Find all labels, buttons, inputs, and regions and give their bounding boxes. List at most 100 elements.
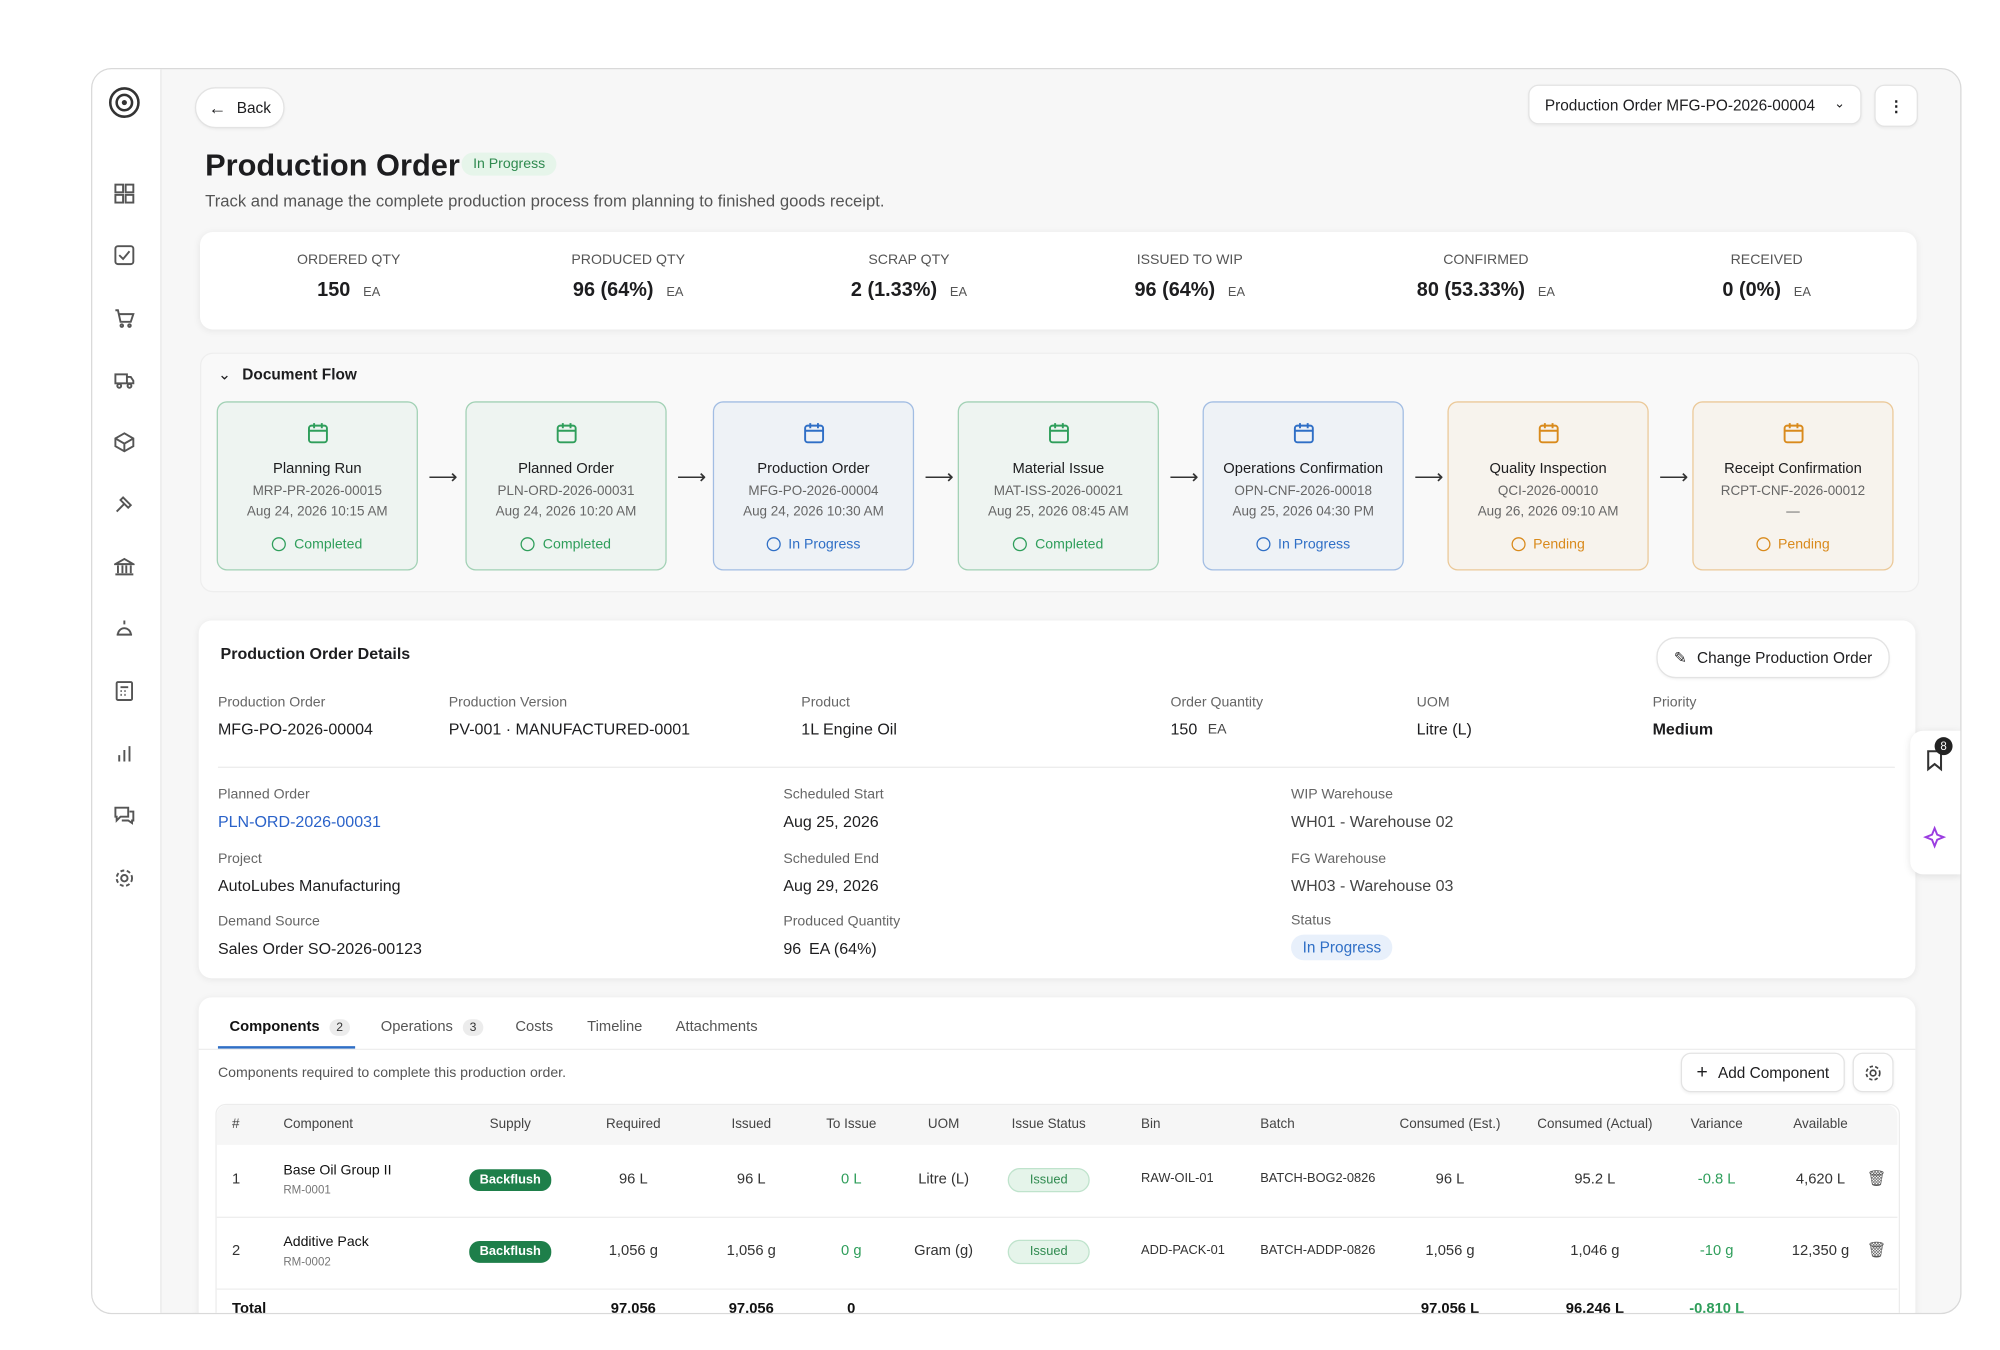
kpi-value: 80 (53.33%) bbox=[1416, 279, 1526, 302]
back-button[interactable]: ← Back bbox=[194, 87, 285, 129]
edit-icon: ✎ bbox=[1673, 648, 1687, 667]
nav-manufacturing[interactable] bbox=[114, 494, 135, 515]
plus-icon: + bbox=[1696, 1061, 1708, 1084]
nav-reports[interactable] bbox=[114, 744, 135, 765]
field-value: 150 bbox=[1170, 720, 1198, 739]
supply-badge: Backflush bbox=[469, 1241, 552, 1263]
order-selector[interactable]: Production Order MFG-PO-2026-00004 ⌄ bbox=[1528, 84, 1862, 125]
nav-shipping[interactable] bbox=[114, 369, 135, 390]
tab[interactable]: Attachments bbox=[676, 1019, 758, 1034]
flow-step[interactable]: Receipt Confirmation RCPT-CNF-2026-00012 —… bbox=[1692, 401, 1894, 571]
column-header: Component bbox=[283, 1116, 353, 1133]
flow-step[interactable]: Production Order MFG-PO-2026-00004 Aug 24,… bbox=[712, 401, 915, 571]
nav-accounting[interactable] bbox=[114, 681, 135, 702]
nav-finance[interactable] bbox=[114, 556, 135, 577]
status-icon bbox=[1256, 537, 1271, 552]
flow-step[interactable]: Planned Order PLN-ORD-2026-00031 Aug 24, 2… bbox=[465, 401, 667, 571]
more-button[interactable]: ⋮ bbox=[1874, 84, 1918, 127]
page-subtitle: Track and manage the complete production… bbox=[205, 191, 885, 211]
table-cell: BATCH-BOG2-0826 bbox=[1260, 1171, 1376, 1186]
step-date: Aug 24, 2026 10:30 AM bbox=[743, 503, 884, 520]
tab[interactable]: Components 2 bbox=[229, 1019, 350, 1036]
field-value: AutoLubes Manufacturing bbox=[217, 876, 401, 895]
step-status: In Progress bbox=[1278, 537, 1351, 553]
status-icon bbox=[272, 537, 287, 552]
table-settings-button[interactable] bbox=[1852, 1052, 1894, 1093]
kpi-label: CONFIRMED bbox=[1443, 252, 1529, 268]
flow-step[interactable]: Material Issue MAT-ISS-2026-00021 Aug 25, … bbox=[957, 401, 1159, 571]
logo[interactable] bbox=[108, 86, 141, 119]
step-status-row: Pending bbox=[1694, 537, 1893, 553]
kpi-value-row: 80 (53.33%) EA bbox=[1358, 279, 1614, 302]
change-order-button[interactable]: ✎ Change Production Order bbox=[1656, 637, 1890, 679]
page-status: In Progress bbox=[461, 152, 557, 176]
step-icon bbox=[1783, 423, 1804, 444]
kpi-value: 96 (64%) bbox=[572, 279, 654, 302]
nav-dashboard[interactable] bbox=[114, 183, 135, 204]
field-value: 96 bbox=[783, 939, 802, 958]
column-header: Issue Status bbox=[1011, 1116, 1086, 1133]
nav-inventory[interactable] bbox=[114, 432, 135, 453]
total-cell: Total bbox=[232, 1301, 267, 1315]
delete-button[interactable]: 🗑 bbox=[1866, 1241, 1887, 1259]
tab[interactable]: Costs bbox=[515, 1019, 553, 1034]
flow-step[interactable]: Operations Confirmation OPN-CNF-2026-0001… bbox=[1202, 401, 1404, 571]
step-title: Planned Order bbox=[518, 461, 614, 477]
collapse-icon[interactable]: ⌄ bbox=[217, 365, 231, 384]
field-label: FG Warehouse bbox=[1291, 851, 1387, 867]
app-window: ← Back Production Order MFG-PO-2026-00004… bbox=[91, 67, 1962, 1315]
field-unit: EA (64%) bbox=[808, 939, 877, 958]
step-date: Aug 25, 2026 08:45 AM bbox=[987, 503, 1129, 520]
row-divider bbox=[216, 1216, 1898, 1218]
kpi-label: RECEIVED bbox=[1730, 252, 1803, 268]
flow-arrow: ⟶ bbox=[1169, 466, 1199, 489]
tab[interactable]: Timeline bbox=[587, 1019, 642, 1034]
step-id: MFG-PO-2026-00004 bbox=[748, 483, 879, 499]
kpi-value-row: 0 (0%) EA bbox=[1638, 279, 1894, 302]
field-value: PV-001 · MANUFACTURED-0001 bbox=[448, 720, 691, 739]
table-cell: 1,056 g bbox=[726, 1243, 776, 1259]
status-icon bbox=[1756, 537, 1771, 552]
kpi-unit: EA bbox=[666, 285, 684, 300]
nav-purchasing[interactable] bbox=[114, 308, 135, 329]
ai-button[interactable] bbox=[1923, 825, 1947, 849]
flow-step[interactable]: Planning Run MRP-PR-2026-00015 Aug 24, 202… bbox=[216, 401, 418, 571]
field-value: Litre (L) bbox=[1416, 720, 1472, 739]
active-tab-underline bbox=[217, 1046, 356, 1049]
chevron: ⌄ bbox=[1834, 97, 1845, 112]
flow-arrow: ⟶ bbox=[1658, 466, 1689, 489]
nav-quality[interactable] bbox=[114, 618, 135, 639]
field-label: Scheduled Start bbox=[783, 787, 884, 803]
delete-button[interactable]: 🗑 bbox=[1866, 1169, 1887, 1188]
supply-badge: Backflush bbox=[469, 1169, 552, 1192]
table-cell: 96 L bbox=[618, 1171, 648, 1188]
step-status-row: In Progress bbox=[1204, 537, 1403, 553]
kpi-value: 150 bbox=[317, 279, 351, 302]
table-cell: 2 bbox=[232, 1243, 241, 1259]
nav-settings[interactable] bbox=[114, 868, 135, 889]
tab-count: 3 bbox=[463, 1019, 483, 1036]
nav-messages[interactable] bbox=[114, 805, 135, 826]
add-component-button[interactable]: + Add Component bbox=[1680, 1052, 1845, 1093]
step-id: QCI-2026-00010 bbox=[1497, 483, 1599, 499]
document-flow-card bbox=[199, 352, 1920, 593]
document-flow-title: Document Flow bbox=[242, 365, 357, 384]
component-code: RM-0002 bbox=[283, 1255, 331, 1268]
step-date: Aug 24, 2026 10:15 AM bbox=[246, 503, 388, 520]
step-id: PLN-ORD-2026-00031 bbox=[497, 483, 635, 499]
tab[interactable]: Operations 3 bbox=[381, 1019, 483, 1036]
tabs-divider bbox=[198, 1048, 1916, 1050]
tab-label: Operations bbox=[380, 1019, 453, 1035]
step-id: RCPT-CNF-2026-00012 bbox=[1720, 483, 1866, 499]
field-value: Aug 25, 2026 bbox=[783, 812, 879, 831]
kpi-label: PRODUCED QTY bbox=[571, 252, 686, 268]
step-date: Aug 25, 2026 04:30 PM bbox=[1232, 503, 1374, 520]
add-component-label: Add Component bbox=[1717, 1063, 1830, 1082]
field-link[interactable]: PLN-ORD-2026-00031 bbox=[217, 812, 381, 831]
step-date: Aug 26, 2026 09:10 AM bbox=[1477, 503, 1619, 520]
nav-tasks[interactable] bbox=[114, 245, 135, 266]
tab-description: Components required to complete this pro… bbox=[217, 1065, 567, 1081]
table-cell: 1,056 g bbox=[1425, 1243, 1475, 1259]
flow-step[interactable]: Quality Inspection QCI-2026-00010 Aug 26, … bbox=[1447, 401, 1649, 571]
